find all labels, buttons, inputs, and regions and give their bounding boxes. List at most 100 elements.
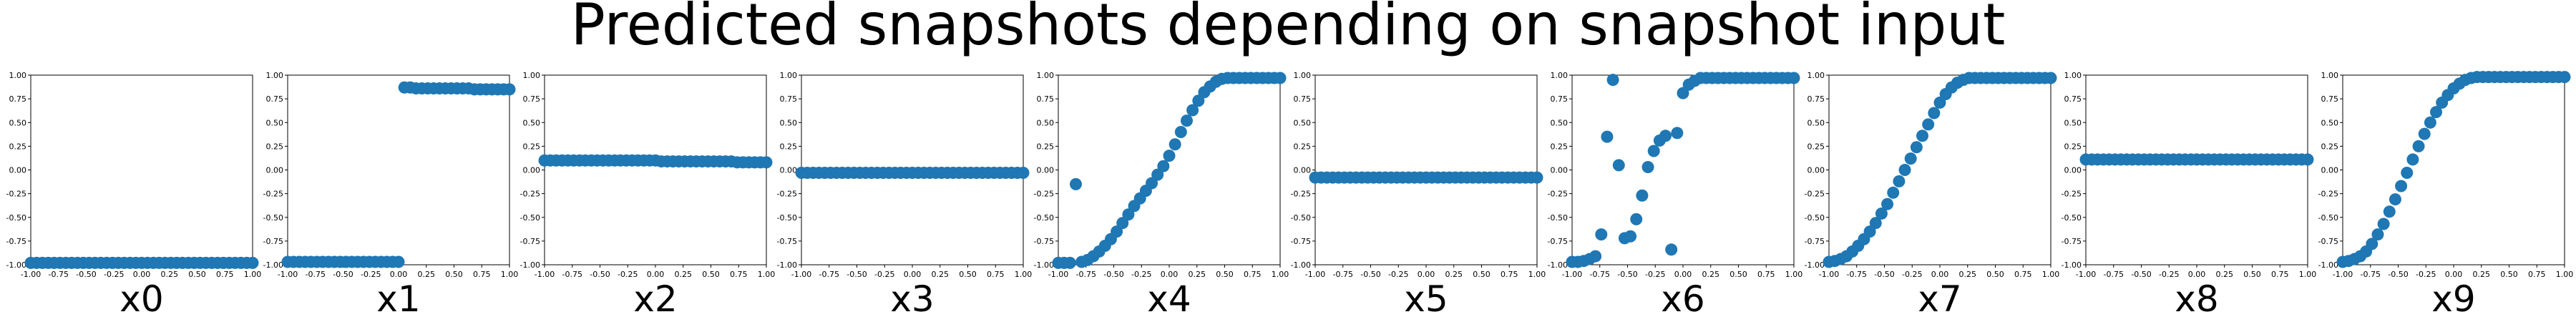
y-tick-label: 0.50 <box>1807 118 1825 127</box>
data-point <box>1589 250 1601 263</box>
x-tick-label: 0.75 <box>1244 270 1262 279</box>
y-tick-label: -0.25 <box>6 190 26 199</box>
x-tick-label: -1.00 <box>535 270 555 279</box>
y-tick-label: -0.25 <box>1548 190 1568 199</box>
x-tick-label: -0.75 <box>1333 270 1353 279</box>
y-tick-label: 1.00 <box>1294 71 1312 80</box>
y-tick-label: 0.25 <box>9 142 27 151</box>
y-tick-label: 0.25 <box>1807 142 1825 151</box>
y-tick-label: -0.25 <box>1291 190 1311 199</box>
subplot-x4: -1.00 -0.75 -0.50 -0.25 0.00 0.25 0.50 0.75 1.00… <box>1034 71 1289 320</box>
x-tick-label: -0.50 <box>333 270 353 279</box>
x-tick-label: 1.00 <box>758 270 776 279</box>
data-point <box>1905 152 1917 165</box>
figure-title: Predicted snapshots depending on snapsho… <box>571 0 2006 58</box>
x-tick-label: 1.00 <box>2556 270 2574 279</box>
y-tick-label: -0.50 <box>1548 213 1568 223</box>
x-tick-label: -1.00 <box>2333 270 2353 279</box>
data-point <box>1163 150 1176 162</box>
x-tick-label: 1.00 <box>1015 270 1033 279</box>
x-tick-label: -0.75 <box>1076 270 1096 279</box>
y-tick-label: 0.00 <box>1294 166 1312 175</box>
x-tick-label: -0.50 <box>847 270 867 279</box>
x-tick-label: 0.50 <box>1729 270 1747 279</box>
x-tick-label: -0.75 <box>2104 270 2124 279</box>
y-tick-label: -0.25 <box>520 190 540 199</box>
data-point <box>1911 141 1923 153</box>
subplot-label: x7 <box>1918 278 1961 320</box>
data-point <box>1899 164 1911 176</box>
data-point <box>2401 167 2413 179</box>
data-point <box>1274 72 1287 84</box>
y-tick-label: 1.00 <box>780 71 798 80</box>
y-tick-label: 0.25 <box>780 142 798 151</box>
y-tick-label: 1.00 <box>9 71 27 80</box>
y-tick-label: 0.75 <box>2064 94 2082 104</box>
subplot-x9: -1.00-0.75-0.50-0.250.000.250.500.751.00… <box>2318 71 2574 320</box>
subplot-label: x1 <box>376 278 420 320</box>
y-tick-label: -0.50 <box>777 213 797 223</box>
subplot-label: x0 <box>119 278 163 320</box>
y-tick-label: -0.75 <box>2062 237 2082 246</box>
x-tick-label: 0.75 <box>1501 270 1518 279</box>
subplot-x3: -1.00 -0.75 -0.50 -0.25 0.00 0.25 0.50 0.75 1.00… <box>777 71 1033 320</box>
y-tick-label: -0.25 <box>2318 190 2338 199</box>
y-tick-label: -1.00 <box>263 260 283 270</box>
data-point <box>1157 160 1169 172</box>
data-point <box>2413 140 2425 152</box>
y-tick-label: 0.00 <box>1037 166 1055 175</box>
y-tick-label: -0.75 <box>6 237 26 246</box>
y-tick-label: 0.75 <box>523 94 541 104</box>
x-tick-label: -1.00 <box>1305 270 1325 279</box>
y-tick-label: -0.50 <box>1034 213 1054 223</box>
subplot-x2: -1.00-0.75-0.50-0.250.000.250.500.751.00… <box>520 71 776 320</box>
x-tick-label: -0.75 <box>2361 270 2381 279</box>
y-tick-label: -0.75 <box>520 237 540 246</box>
y-tick-label: -0.75 <box>263 237 283 246</box>
y-tick-label: -0.50 <box>2318 213 2338 223</box>
y-tick-label: 0.50 <box>523 118 541 127</box>
x-tick-label: 0.75 <box>2014 270 2032 279</box>
x-tick-label: 1.00 <box>244 270 262 279</box>
x-tick-label: -0.50 <box>590 270 610 279</box>
y-tick-label: -0.75 <box>2318 237 2338 246</box>
y-tick-label: -0.25 <box>263 190 283 199</box>
subplot-x7: -1.00 -0.75 -0.50 -0.25 0.00 0.25 0.50 0.75 1.00… <box>1805 71 2060 320</box>
data-point <box>1595 228 1607 240</box>
data-point <box>2419 128 2431 140</box>
x-tick-label: 0.75 <box>2271 270 2289 279</box>
subplot-grid: -1.00 -0.75 -0.50 -0.25 0.00 0.25 0.50 0.75 1.00… <box>6 71 2574 320</box>
y-tick-label: 0.50 <box>9 118 27 127</box>
y-tick-label: -0.50 <box>1805 213 1825 223</box>
y-tick-label: -1.00 <box>1034 260 1054 270</box>
x-tick-label: 0.75 <box>987 270 1005 279</box>
data-point <box>1916 130 1928 142</box>
y-tick-label: 0.75 <box>780 94 798 104</box>
x-tick-label: 1.00 <box>2299 270 2317 279</box>
data-point <box>1659 130 1672 142</box>
x-tick-label: -0.75 <box>306 270 326 279</box>
x-tick-label: -0.75 <box>562 270 582 279</box>
y-tick-label: -0.25 <box>2062 190 2082 199</box>
y-tick-label: 0.00 <box>266 166 284 175</box>
y-tick-label: -0.75 <box>1805 237 1825 246</box>
axes-frame <box>545 75 766 265</box>
subplot-label: x5 <box>1404 278 1448 320</box>
y-tick-label: -1.00 <box>1291 260 1311 270</box>
subplot-label: x3 <box>890 278 934 320</box>
data-point <box>2371 228 2384 240</box>
x-tick-label: 0.75 <box>473 270 491 279</box>
y-tick-label: -0.25 <box>1805 190 1825 199</box>
subplot-x1: -1.00-0.75-0.50-0.250.000.250.500.751.00… <box>263 71 519 320</box>
x-tick-label: 0.50 <box>959 270 977 279</box>
subplot-label: x8 <box>2175 278 2218 320</box>
y-tick-label: -1.00 <box>2318 260 2338 270</box>
x-tick-label: 1.00 <box>1785 270 1803 279</box>
x-tick-label: -1.00 <box>1819 270 1839 279</box>
data-point <box>1064 257 1076 269</box>
y-tick-label: -0.75 <box>1291 237 1311 246</box>
data-point <box>2384 205 2396 218</box>
y-tick-label: -0.75 <box>1034 237 1054 246</box>
axes-frame <box>1315 75 1537 265</box>
